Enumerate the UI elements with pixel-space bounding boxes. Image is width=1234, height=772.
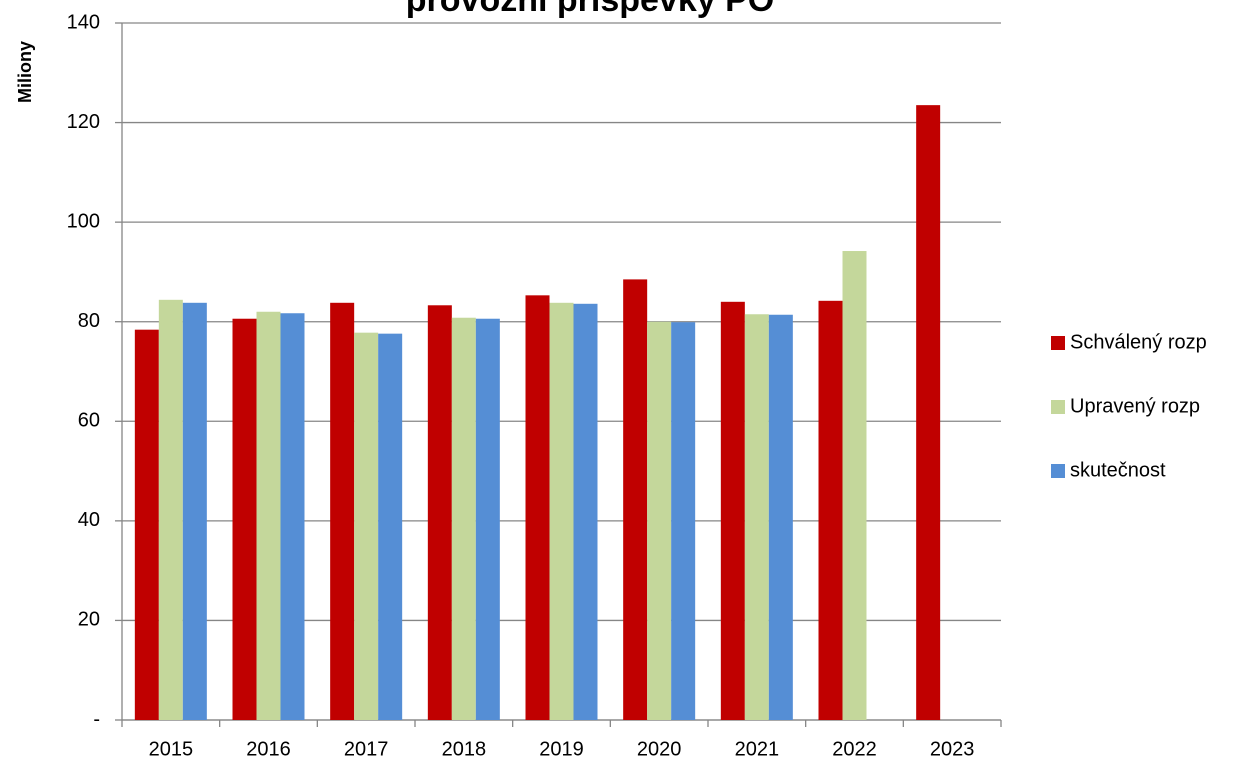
bar [671, 322, 696, 720]
x-tick-label: 2022 [832, 738, 877, 760]
x-tick-label: 2023 [930, 738, 975, 760]
y-tick-label: 140 [67, 11, 100, 33]
y-tick-label: 40 [78, 509, 100, 531]
y-tick-label: 60 [78, 410, 100, 432]
legend-label: Schválený rozp [1070, 331, 1207, 353]
y-tick-label: 80 [78, 310, 100, 332]
bar [475, 318, 500, 720]
y-tick-label: 20 [78, 609, 100, 631]
bar [256, 311, 281, 720]
x-tick-label: 2017 [344, 738, 389, 760]
legend-swatch [1051, 336, 1065, 350]
x-tick-label: 2015 [149, 738, 194, 760]
bar [158, 299, 183, 720]
bar [182, 302, 207, 720]
legend-label: Upravený rozp [1070, 395, 1200, 417]
bar [549, 302, 574, 720]
x-tick-label: 2016 [246, 738, 291, 760]
x-tick-label: 2021 [735, 738, 780, 760]
bar [378, 333, 403, 720]
chart-title: provozní příspěvky PO [406, 0, 774, 19]
bar [647, 321, 672, 720]
x-tick-label: 2018 [442, 738, 487, 760]
bar [280, 313, 305, 720]
y-tick-label: - [93, 708, 100, 730]
legend-swatch [1051, 464, 1065, 478]
bar [451, 317, 476, 720]
bar [232, 318, 257, 720]
y-tick-label: 100 [67, 210, 100, 232]
bar [768, 314, 793, 720]
bar [354, 332, 379, 720]
bar [427, 305, 452, 720]
bar [134, 329, 159, 720]
y-axis-label: Miliony [15, 41, 35, 103]
y-tick-label: 120 [67, 111, 100, 133]
x-tick-label: 2020 [637, 738, 682, 760]
legend-swatch [1051, 400, 1065, 414]
bar [744, 314, 769, 720]
bar [573, 303, 598, 720]
bar [330, 302, 355, 720]
x-tick-label: 2019 [539, 738, 584, 760]
bar [623, 279, 648, 720]
bar [842, 251, 867, 721]
bar [818, 300, 843, 720]
bar [720, 301, 745, 720]
legend-label: skutečnost [1070, 459, 1166, 481]
bar [525, 295, 550, 720]
bar [916, 105, 941, 721]
